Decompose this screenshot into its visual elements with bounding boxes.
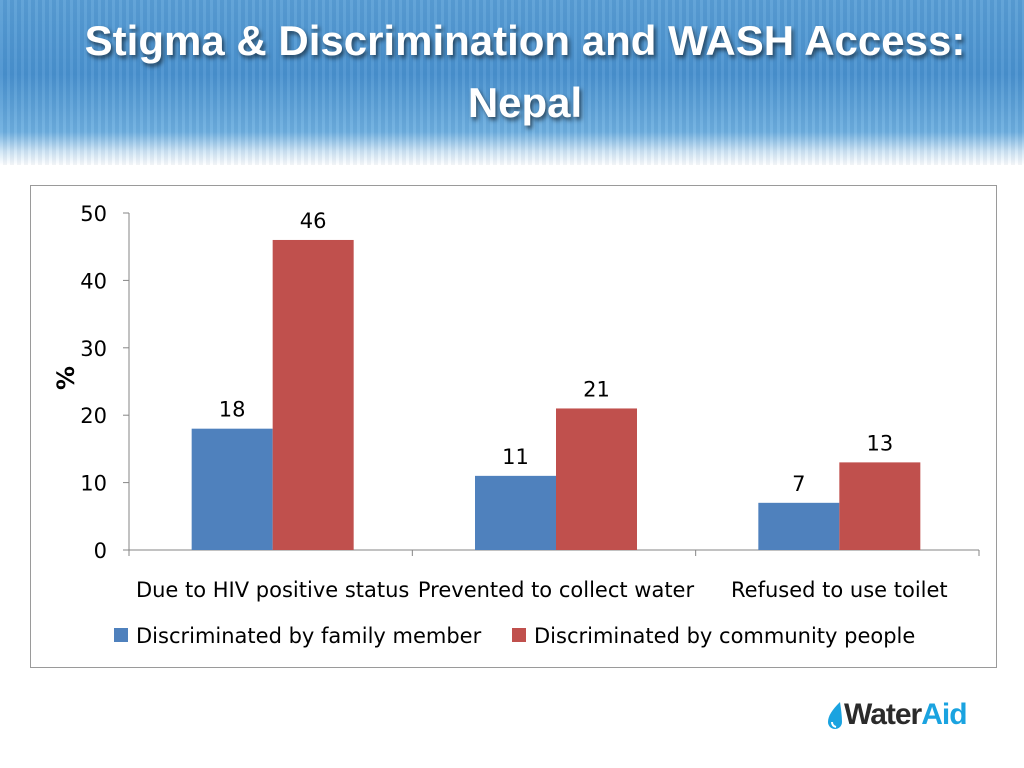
x-tick-label: Refused to use toilet xyxy=(731,578,948,602)
y-tick-label: 40 xyxy=(80,269,107,293)
data-label: 7 xyxy=(792,472,805,496)
data-label: 21 xyxy=(583,377,610,401)
data-label: 13 xyxy=(866,431,893,455)
bar xyxy=(272,239,354,550)
header-banner xyxy=(0,0,1024,165)
y-tick-label: 0 xyxy=(94,539,107,563)
bar xyxy=(839,462,921,550)
title-line-1: Stigma & Discrimination and WASH Access: xyxy=(84,17,966,64)
y-tick-label: 10 xyxy=(80,472,107,496)
water-drop-icon xyxy=(828,702,842,729)
x-tick-label: Due to HIV positive status xyxy=(136,578,409,602)
legend-swatch xyxy=(512,628,526,642)
data-label: 18 xyxy=(219,398,246,422)
logo-text-aid: Aid xyxy=(921,698,967,731)
data-label: 11 xyxy=(502,445,529,469)
bar-chart: % 0 10 20 30 40 50 Due to HIV positive status 1… xyxy=(52,202,980,648)
x-tick-label: Prevented to collect water xyxy=(418,578,695,602)
bar xyxy=(556,408,637,550)
bar xyxy=(191,428,273,550)
y-axis-label: % xyxy=(52,366,80,390)
legend-label: Discriminated by community people xyxy=(534,624,915,648)
y-tick-label: 20 xyxy=(80,404,107,428)
bar xyxy=(758,502,840,550)
data-label: 46 xyxy=(300,209,327,233)
title-line-2: Nepal xyxy=(467,79,583,126)
logo-text-water: Water xyxy=(844,698,922,731)
legend-swatch xyxy=(114,628,128,642)
y-tick-label: 30 xyxy=(80,337,107,361)
legend-label: Discriminated by family member xyxy=(136,624,482,648)
bar xyxy=(475,475,556,550)
chart-area: % 0 10 20 30 40 50 Due to HIV positive status 1… xyxy=(30,185,997,668)
wateraid-logo: Water Aid xyxy=(826,698,968,732)
y-tick-label: 50 xyxy=(80,202,107,226)
slide-title: Stigma & Discrimination and WASH Access:… xyxy=(0,10,1024,134)
